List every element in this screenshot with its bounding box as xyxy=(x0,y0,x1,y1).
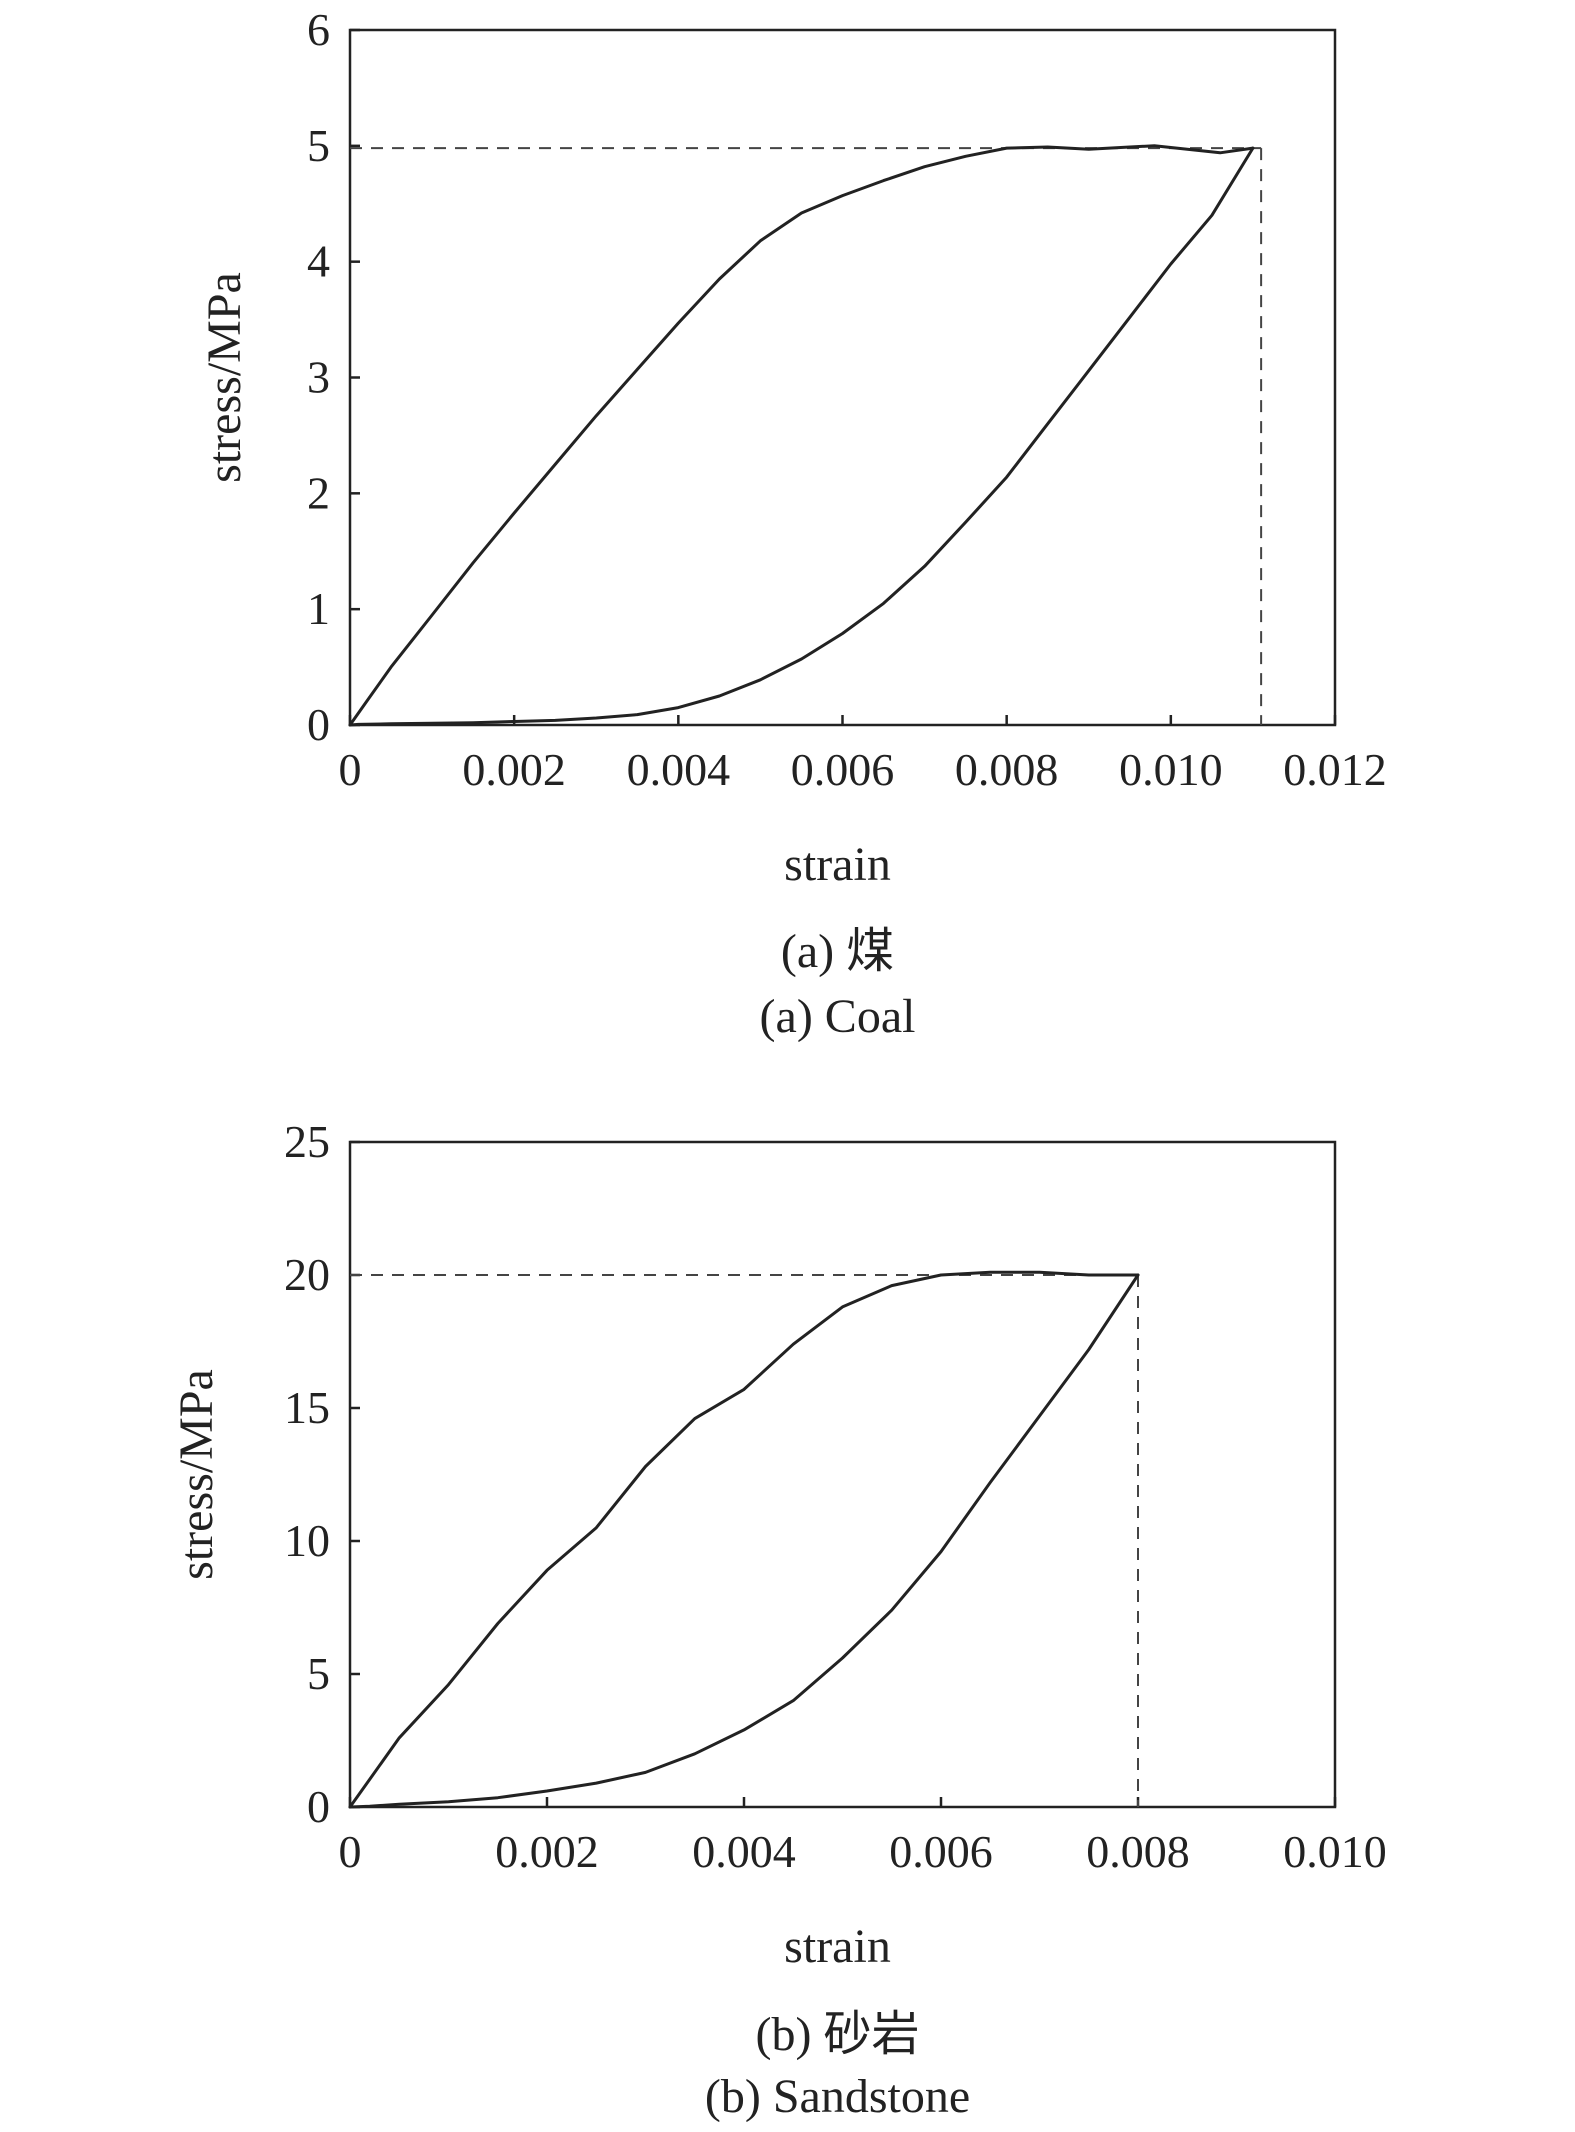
sandstone-x-tick-label: 0 xyxy=(339,1826,362,1877)
sandstone-x-tick-label: 0.010 xyxy=(1283,1826,1387,1877)
coal-y-tick-label: 4 xyxy=(307,236,330,287)
coal-y-tick-label: 3 xyxy=(307,352,330,403)
sandstone-x-tick-label: 0.008 xyxy=(1086,1826,1190,1877)
sandstone-y-tick-label: 15 xyxy=(284,1382,330,1433)
sandstone-y-tick-label: 25 xyxy=(284,1116,330,1167)
sandstone-plot-frame xyxy=(348,1140,1337,1809)
coal-x-tick-label: 0 xyxy=(339,744,362,795)
sandstone-chart-panel: 0 5 10 15 20 25 0 0.002 0.004 0.006 0.008 0.010 st… xyxy=(170,1116,1387,2123)
sandstone-y-tick-label: 10 xyxy=(284,1515,330,1566)
sandstone-y-axis-title: stress/MPa xyxy=(170,1369,223,1580)
coal-x-tick-label: 0.006 xyxy=(791,744,895,795)
sandstone-x-tick-label: 0.006 xyxy=(889,1826,993,1877)
sandstone-y-tick-label: 0 xyxy=(307,1781,330,1832)
coal-x-tick-label: 0.012 xyxy=(1283,744,1387,795)
sandstone-stress-strain-curves xyxy=(348,1270,1140,1809)
sandstone-x-tick-label: 0.002 xyxy=(495,1826,599,1877)
coal-x-tick-label: 0.002 xyxy=(462,744,566,795)
sandstone-loading-curve xyxy=(348,1270,1140,1809)
coal-unloading-curve xyxy=(348,146,1255,727)
coal-x-tick-label: 0.010 xyxy=(1119,744,1223,795)
sandstone-unloading-curve xyxy=(348,1273,1140,1809)
coal-x-axis-title: strain xyxy=(784,838,891,891)
coal-y-tick-label: 0 xyxy=(307,699,330,750)
coal-caption-en: (a) Coal xyxy=(760,990,916,1043)
sandstone-x-axis: 0 0.002 0.004 0.006 0.008 0.010 xyxy=(339,1797,1387,1877)
sandstone-caption-cn: (b) 砂岩 xyxy=(756,2008,920,2061)
coal-y-tick-label: 5 xyxy=(307,120,330,171)
sandstone-x-axis-title: strain xyxy=(784,1920,891,1973)
sandstone-caption-en: (b) Sandstone xyxy=(705,2070,970,2123)
coal-y-axis-title: stress/MPa xyxy=(198,272,251,483)
coal-caption-cn: (a) 煤 xyxy=(781,925,894,978)
coal-x-tick-label: 0.008 xyxy=(955,744,1059,795)
sandstone-y-axis: 0 5 10 15 20 25 xyxy=(284,1116,360,1832)
coal-stress-strain-curves xyxy=(348,144,1255,727)
coal-x-axis: 0 0.002 0.004 0.006 0.008 0.010 0.012 xyxy=(339,715,1387,795)
sandstone-x-tick-label: 0.004 xyxy=(692,1826,796,1877)
coal-y-axis: 0 1 2 3 4 5 6 xyxy=(307,4,360,750)
coal-loading-curve xyxy=(348,144,1255,727)
sandstone-peak-guides xyxy=(350,1274,1139,1807)
coal-plot-frame xyxy=(348,28,1337,727)
coal-x-tick-label: 0.004 xyxy=(627,744,731,795)
coal-y-tick-label: 6 xyxy=(307,4,330,55)
coal-y-tick-label: 1 xyxy=(307,583,330,634)
coal-peak-guides xyxy=(350,147,1263,725)
sandstone-y-tick-label: 20 xyxy=(284,1249,330,1300)
sandstone-y-tick-label: 5 xyxy=(307,1648,330,1699)
coal-y-tick-label: 2 xyxy=(307,467,330,518)
